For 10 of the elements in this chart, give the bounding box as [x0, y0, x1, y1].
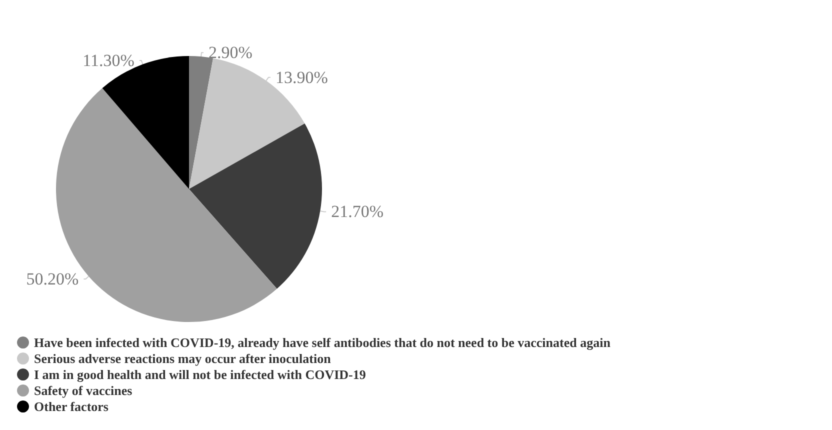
data-label: 21.70% — [331, 202, 384, 222]
data-label: 13.90% — [275, 68, 328, 87]
legend-label: I am in good health and will not be infected with COVID-19 — [34, 367, 366, 382]
data-label: 50.20% — [26, 269, 79, 288]
legend-label: Safety of vaccines — [34, 383, 132, 398]
data-label: 2.90% — [208, 43, 252, 62]
legend-label: Other factors — [34, 399, 108, 414]
legend-label: Have been infected with COVID-19, already have self antibodies that do not need to be vaccinated again — [34, 335, 612, 350]
data-label: 11.30% — [82, 51, 134, 70]
legend-label: Serious adverse reactions may occur after inoculation — [34, 351, 332, 366]
